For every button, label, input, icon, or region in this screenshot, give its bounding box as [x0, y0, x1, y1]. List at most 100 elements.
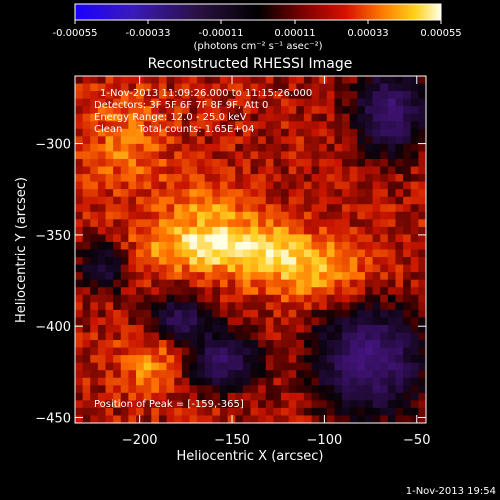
heatmap-cell — [97, 415, 107, 423]
heatmap-cell — [113, 385, 122, 394]
heatmap-cell — [296, 347, 305, 356]
heatmap-cell — [410, 98, 419, 107]
heatmap-cell — [364, 257, 374, 266]
heatmap-cell — [227, 196, 236, 205]
heatmap-cell — [242, 377, 252, 386]
heatmap-cell — [303, 309, 313, 318]
heatmap-cell — [319, 226, 328, 236]
heatmap-cell — [395, 324, 404, 334]
heatmap-cell — [311, 174, 320, 183]
heatmap-cell — [372, 407, 381, 417]
heatmap-cell — [357, 355, 366, 364]
heatmap-cell — [395, 407, 404, 417]
heatmap-cell — [189, 249, 198, 258]
heatmap-cell — [250, 332, 259, 341]
heatmap-cell — [311, 347, 320, 356]
heatmap-cell — [403, 234, 412, 243]
heatmap-cell — [395, 151, 404, 160]
heatmap-cell — [364, 272, 374, 281]
heatmap-cell — [342, 249, 351, 258]
heatmap-cell — [82, 294, 91, 303]
heatmap-cell — [189, 355, 198, 364]
heatmap-cell — [334, 264, 343, 273]
heatmap-cell — [380, 370, 389, 379]
heatmap-cell — [174, 181, 183, 190]
heatmap-cell — [105, 128, 114, 137]
heatmap-cell — [235, 234, 244, 243]
heatmap-cell — [311, 355, 320, 364]
heatmap-cell — [97, 392, 107, 401]
heatmap-cell — [166, 204, 175, 213]
heatmap-cell — [242, 347, 252, 356]
heatmap-cell — [288, 332, 297, 341]
heatmap-cell — [326, 98, 336, 107]
heatmap-cell — [189, 400, 198, 409]
heatmap-cell — [174, 332, 183, 341]
heatmap-cell — [235, 249, 244, 258]
heatmap-cell — [166, 241, 175, 251]
heatmap-cell — [151, 264, 160, 273]
heatmap-cell — [75, 189, 84, 198]
heatmap-cell — [128, 226, 137, 236]
heatmap-cell — [235, 211, 244, 220]
heatmap-cell — [219, 106, 229, 115]
heatmap-cell — [326, 219, 336, 228]
heatmap-cell — [288, 98, 297, 107]
heatmap-cell — [265, 98, 274, 107]
heatmap-cell — [334, 287, 343, 296]
heatmap-cell — [82, 355, 91, 364]
heatmap-cell — [265, 211, 274, 220]
heatmap-cell — [410, 204, 419, 213]
heatmap-cell — [219, 257, 229, 266]
heatmap-cell — [235, 174, 244, 183]
heatmap-cell — [166, 340, 175, 349]
heatmap-cell — [319, 272, 328, 281]
heatmap-cell — [311, 317, 320, 326]
heatmap-cell — [90, 98, 99, 107]
heatmap-cell — [219, 302, 229, 311]
heatmap-cell — [242, 91, 252, 100]
heatmap-cell — [143, 166, 152, 175]
heatmap-cell — [258, 385, 267, 394]
heatmap-cell — [143, 196, 152, 205]
heatmap-cell — [128, 113, 137, 122]
heatmap-cell — [158, 392, 168, 401]
heatmap-cell — [174, 302, 183, 311]
heatmap-cell — [265, 249, 274, 258]
heatmap-cell — [311, 106, 320, 115]
heatmap-cell — [265, 128, 274, 137]
heatmap-cell — [303, 76, 313, 85]
heatmap-cell — [204, 355, 213, 364]
heatmap-cell — [265, 272, 274, 281]
heatmap-cell — [128, 272, 137, 281]
heatmap-cell — [204, 211, 213, 220]
heatmap-cell — [250, 121, 259, 130]
heatmap-cell — [227, 279, 236, 288]
heatmap-cell — [90, 294, 99, 303]
heatmap-cell — [303, 257, 313, 266]
heatmap-cell — [357, 309, 366, 318]
heatmap-cell — [90, 166, 99, 175]
heatmap-cell — [189, 166, 198, 175]
heatmap-cell — [227, 302, 236, 311]
heatmap-cell — [387, 91, 397, 100]
heatmap-cell — [212, 294, 221, 303]
heatmap-cell — [235, 264, 244, 273]
heatmap-cell — [128, 196, 137, 205]
heatmap-cell — [273, 347, 282, 356]
heatmap-cell — [151, 226, 160, 236]
heatmap-cell — [418, 91, 426, 100]
heatmap-cell — [364, 347, 374, 356]
heatmap-cell — [235, 257, 244, 266]
heatmap-cell — [311, 166, 320, 175]
heatmap-cell — [113, 151, 122, 160]
heatmap-cell — [151, 204, 160, 213]
heatmap-cell — [403, 332, 412, 341]
heatmap-cell — [143, 91, 152, 100]
heatmap-cell — [113, 174, 122, 183]
heatmap-cell — [212, 241, 221, 251]
heatmap-cell — [349, 196, 358, 205]
heatmap-cell — [395, 294, 404, 303]
heatmap-cell — [265, 309, 274, 318]
heatmap-cell — [349, 294, 358, 303]
